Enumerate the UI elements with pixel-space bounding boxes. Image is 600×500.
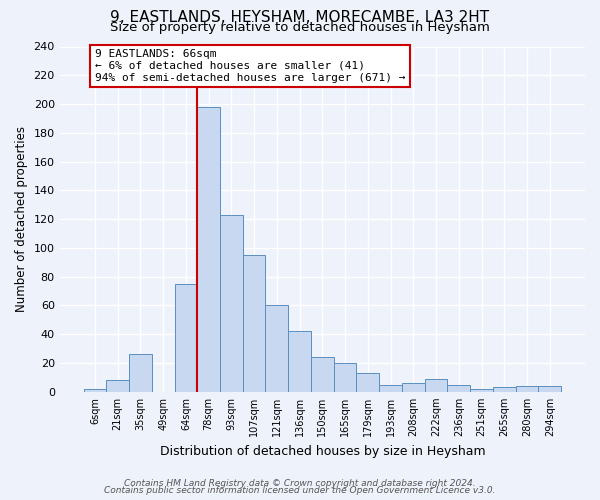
Text: 9 EASTLANDS: 66sqm
← 6% of detached houses are smaller (41)
94% of semi-detached: 9 EASTLANDS: 66sqm ← 6% of detached hous…: [95, 50, 406, 82]
Text: Size of property relative to detached houses in Heysham: Size of property relative to detached ho…: [110, 21, 490, 34]
Bar: [425, 379, 448, 392]
Bar: [265, 306, 288, 392]
X-axis label: Distribution of detached houses by size in Heysham: Distribution of detached houses by size …: [160, 444, 485, 458]
Bar: [538, 386, 561, 392]
Bar: [356, 373, 379, 392]
Bar: [334, 363, 356, 392]
Bar: [448, 384, 470, 392]
Text: Contains public sector information licensed under the Open Government Licence v3: Contains public sector information licen…: [104, 486, 496, 495]
Bar: [493, 388, 515, 392]
Bar: [311, 358, 334, 392]
Text: Contains HM Land Registry data © Crown copyright and database right 2024.: Contains HM Land Registry data © Crown c…: [124, 478, 476, 488]
Bar: [470, 389, 493, 392]
Bar: [288, 332, 311, 392]
Bar: [220, 215, 243, 392]
Bar: [83, 389, 106, 392]
Bar: [129, 354, 152, 392]
Y-axis label: Number of detached properties: Number of detached properties: [15, 126, 28, 312]
Bar: [379, 384, 402, 392]
Bar: [515, 386, 538, 392]
Bar: [106, 380, 129, 392]
Bar: [197, 107, 220, 392]
Bar: [402, 383, 425, 392]
Text: 9, EASTLANDS, HEYSHAM, MORECAMBE, LA3 2HT: 9, EASTLANDS, HEYSHAM, MORECAMBE, LA3 2H…: [110, 10, 490, 25]
Bar: [243, 255, 265, 392]
Bar: [175, 284, 197, 392]
